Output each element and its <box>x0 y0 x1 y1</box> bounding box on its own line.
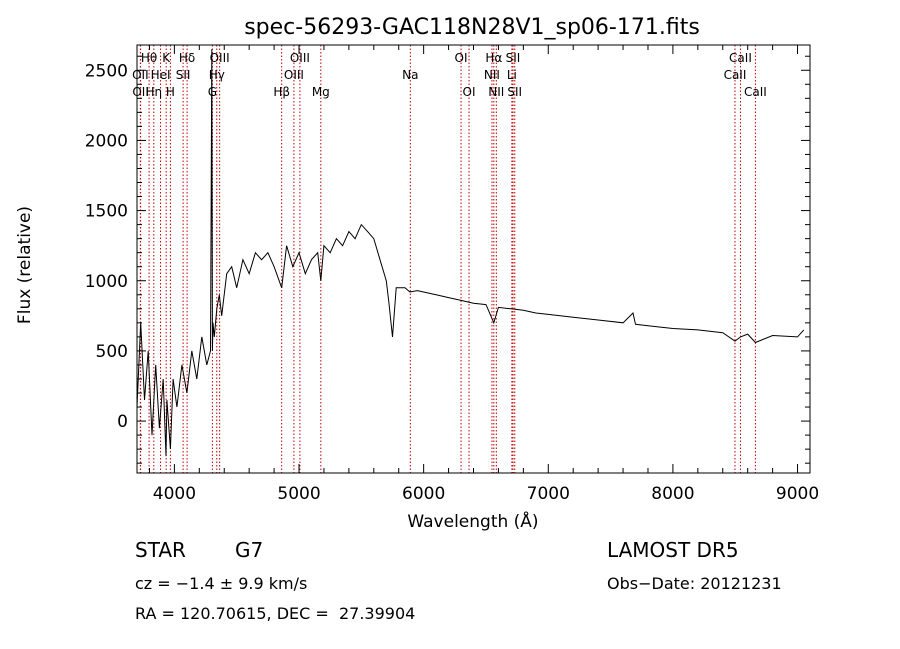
line-marker-label: G <box>208 85 217 99</box>
x-tick-label: 4000 <box>153 484 196 504</box>
line-marker-label: Li <box>507 68 517 82</box>
coordinates: RA = 120.70615, DEC = 27.39904 <box>135 604 416 623</box>
line-marker-label: OII <box>132 68 149 82</box>
line-marker-label: Hβ <box>273 85 290 99</box>
line-marker-label: NII <box>484 68 500 82</box>
line-marker-label: OI <box>455 51 468 65</box>
plot-frame <box>136 44 811 474</box>
line-marker-label: Na <box>402 68 418 82</box>
obs-date: Obs−Date: 20121231 <box>607 574 782 593</box>
line-marker-label: CaII <box>729 51 752 65</box>
line-marker-label: NII <box>488 85 504 99</box>
y-tick-label: 1500 <box>85 202 128 222</box>
y-tick-label: 500 <box>96 342 128 362</box>
line-marker-label: CaII <box>724 68 747 82</box>
line-marker-label: OIII <box>284 68 304 82</box>
y-tick-label: 2500 <box>85 61 128 81</box>
x-tick-label: 5000 <box>277 484 320 504</box>
line-marker-label: SII <box>507 85 522 99</box>
line-marker-label: H <box>166 85 175 99</box>
y-axis-label: Flux (relative) <box>15 206 35 324</box>
chart-title: spec-56293-GAC118N28V1_sp06-171.fits <box>244 15 700 40</box>
line-marker-label: Hα <box>485 51 502 65</box>
line-marker-label: CaII <box>744 85 767 99</box>
y-tick-label: 1000 <box>85 272 128 292</box>
y-tick-label: 0 <box>117 412 128 432</box>
line-marker-label: Hγ <box>209 68 225 82</box>
line-marker-label: Hδ <box>179 51 195 65</box>
x-tick-label: 6000 <box>402 484 445 504</box>
line-marker-label: HeI <box>151 68 171 82</box>
line-marker-label: SII <box>176 68 191 82</box>
x-tick-label: 9000 <box>776 484 819 504</box>
spectrum-line <box>136 49 805 457</box>
cz-readout: cz = −1.4 ± 9.9 km/s <box>135 574 308 593</box>
line-marker-label: Hθ <box>141 51 157 65</box>
line-marker-label: SII <box>506 51 521 65</box>
survey-label: LAMOST DR5 <box>607 538 739 562</box>
line-marker-label: OIII <box>290 51 310 65</box>
object-class: STAR <box>135 538 186 562</box>
line-marker-label: K <box>162 51 171 65</box>
line-marker-label: OII <box>132 85 149 99</box>
line-marker-label: OIII <box>210 51 230 65</box>
y-tick-label: 2000 <box>85 131 128 151</box>
x-axis-label: Wavelength (Å) <box>407 510 538 532</box>
subclass: G7 <box>235 538 264 562</box>
line-marker-label: OI <box>463 85 476 99</box>
x-tick-label: 7000 <box>527 484 570 504</box>
line-marker-label: Hη <box>146 85 163 99</box>
line-marker-label: Mg <box>312 85 330 99</box>
x-tick-label: 8000 <box>651 484 694 504</box>
